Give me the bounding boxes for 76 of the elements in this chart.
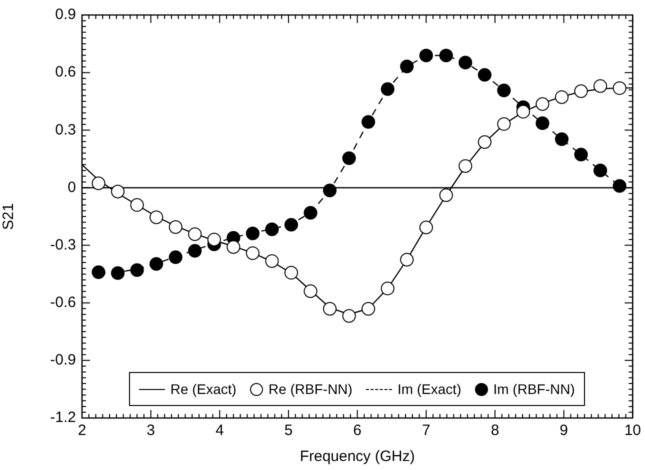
point <box>110 266 125 280</box>
point <box>554 132 569 146</box>
point <box>168 250 182 264</box>
point <box>265 222 279 236</box>
point <box>92 265 106 279</box>
point <box>536 97 550 111</box>
x-tick-label: 4 <box>215 422 224 440</box>
y-tick-label: 0.9 <box>55 6 76 24</box>
point <box>246 226 260 240</box>
point <box>400 60 414 74</box>
point <box>362 115 376 129</box>
point <box>458 159 472 173</box>
x-axis-title: Frequency (GHz) <box>300 448 415 466</box>
point <box>304 206 318 220</box>
point <box>554 90 569 104</box>
y-tick-label: 0.6 <box>55 64 76 81</box>
x-tick-label: 7 <box>422 422 430 440</box>
point <box>439 48 453 62</box>
legend-label: Re (Exact) <box>170 381 236 397</box>
y-axis-title: S21 <box>0 203 18 230</box>
point <box>497 117 511 131</box>
x-tick-label: 5 <box>284 422 293 440</box>
point <box>246 246 260 260</box>
point <box>284 266 298 280</box>
y-tick-label: 0 <box>68 178 76 196</box>
point <box>188 244 202 258</box>
point <box>612 81 626 95</box>
point <box>594 164 608 178</box>
legend-label: Im (Exact) <box>397 381 462 397</box>
point <box>574 84 588 98</box>
point <box>362 302 376 316</box>
x-tick-label: 8 <box>490 422 500 440</box>
point <box>400 252 414 266</box>
point <box>536 116 550 130</box>
point <box>497 84 511 98</box>
point <box>130 198 144 212</box>
point <box>380 82 394 96</box>
y-tick-label: -0.9 <box>50 352 76 369</box>
point <box>478 68 492 82</box>
point <box>594 79 608 93</box>
x-tick-label: 9 <box>560 422 568 440</box>
point <box>612 179 626 193</box>
y-tick-label: -0.3 <box>50 236 76 254</box>
x-tick-label: 2 <box>78 422 86 440</box>
point <box>226 240 240 254</box>
point <box>419 220 433 234</box>
point <box>458 56 472 70</box>
point <box>322 302 337 316</box>
point <box>150 257 164 271</box>
point <box>110 184 125 198</box>
y-tick-label: 0.3 <box>55 121 76 138</box>
point <box>304 284 318 298</box>
point <box>342 309 356 323</box>
x-tick-label: 10 <box>624 422 641 440</box>
point <box>478 135 492 149</box>
point <box>92 176 106 190</box>
point <box>342 151 356 165</box>
legend-label: Im (RBF-NN) <box>493 381 575 397</box>
x-tick-label: 3 <box>146 422 156 440</box>
point <box>130 263 144 277</box>
point <box>574 148 588 162</box>
x-tick-label: 6 <box>353 422 362 440</box>
point <box>439 188 453 202</box>
y-tick-label: -0.6 <box>50 294 76 311</box>
point <box>322 184 337 198</box>
point <box>380 282 394 296</box>
point <box>207 232 221 246</box>
point <box>188 227 202 241</box>
legend-label: Re (RBF-NN) <box>268 381 352 397</box>
y-tick-label: -1.2 <box>50 409 76 426</box>
point <box>284 218 298 232</box>
point <box>419 48 433 62</box>
point <box>265 254 279 268</box>
point <box>168 220 182 234</box>
point <box>150 210 164 224</box>
point <box>516 104 530 119</box>
